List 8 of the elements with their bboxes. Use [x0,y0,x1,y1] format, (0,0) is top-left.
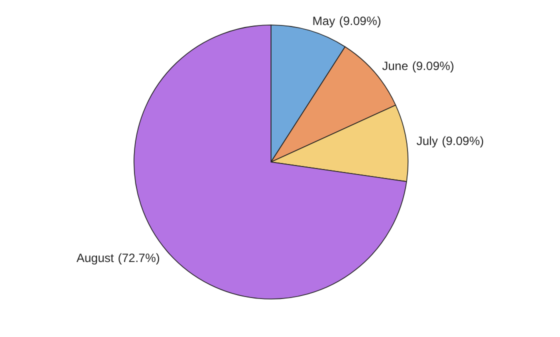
slice-label: July [416,134,438,148]
slice-label: May [312,14,336,28]
slice-label: June [382,58,408,73]
data-label: (9.09%) [442,134,484,148]
slice-label: August [76,251,115,266]
data-label: (72.7%) [118,251,160,266]
data-label: (9.09%) [339,14,382,28]
data-label: (9.09%) [412,58,454,73]
